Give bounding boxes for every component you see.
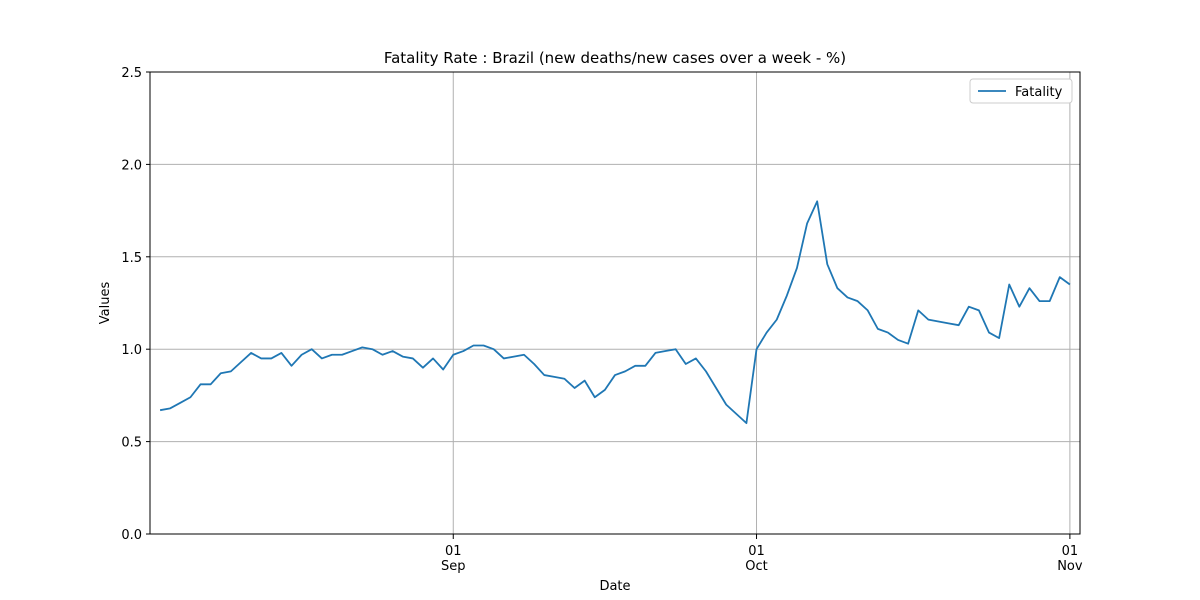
chart-title: Fatality Rate : Brazil (new deaths/new c…: [384, 49, 846, 67]
legend-label: Fatality: [1015, 85, 1063, 100]
x-axis-label: Date: [599, 579, 630, 594]
legend: Fatality: [969, 78, 1073, 104]
x-tick-label: 01: [445, 544, 462, 559]
y-tick-label: 2.5: [121, 66, 142, 81]
y-axis-label: Values: [98, 282, 113, 325]
y-tick-label: 1.0: [121, 343, 142, 358]
y-tick-label: 0.5: [121, 436, 142, 451]
x-tick-label: Oct: [745, 559, 767, 574]
y-tick-label: 1.5: [121, 251, 142, 266]
data-line: [159, 200, 1071, 425]
legend-box: [969, 78, 1073, 104]
y-tick-label: 2.0: [121, 158, 142, 173]
x-tick-label: Sep: [441, 559, 466, 574]
x-tick-label: 01: [1062, 544, 1079, 559]
y-tick-label: 0.0: [121, 528, 142, 543]
plot-frame: [149, 71, 1081, 535]
x-tick-label: 01: [748, 544, 765, 559]
x-tick-label: Nov: [1057, 559, 1083, 574]
